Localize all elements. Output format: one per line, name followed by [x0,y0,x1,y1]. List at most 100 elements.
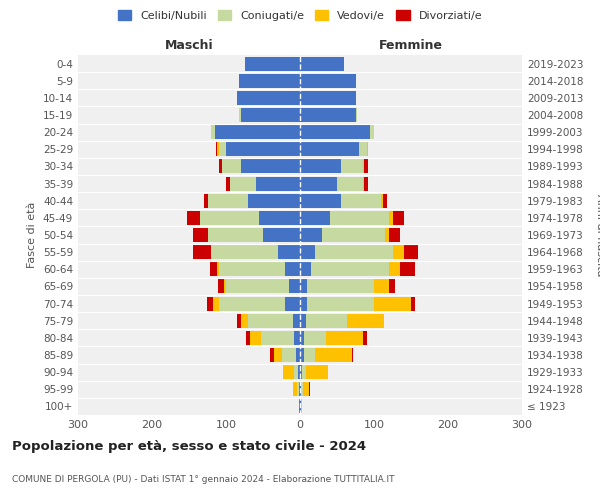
Bar [300,211,329,225]
Bar [237,91,300,105]
Bar [352,348,353,362]
Bar [193,245,211,259]
Bar [315,245,392,259]
Bar [382,194,383,207]
Bar [306,314,347,328]
Bar [299,400,300,413]
Text: COMUNE DI PERGOLA (PU) - Dati ISTAT 1° gennaio 2024 - Elaborazione TUTTITALIA.IT: COMUNE DI PERGOLA (PU) - Dati ISTAT 1° g… [12,475,395,484]
Legend: Celibi/Nubili, Coniugati/e, Vedovi/e, Divorziati/e: Celibi/Nubili, Coniugati/e, Vedovi/e, Di… [118,10,482,20]
Bar [304,348,315,362]
Bar [364,160,368,173]
Bar [300,331,304,345]
Bar [237,314,241,328]
Bar [293,382,297,396]
Bar [211,245,278,259]
Bar [341,194,382,207]
Bar [392,211,404,225]
Bar [322,228,385,242]
Bar [300,400,301,413]
Bar [248,194,300,207]
Text: Popolazione per età, sesso e stato civile - 2024: Popolazione per età, sesso e stato civil… [12,440,366,453]
Bar [241,108,300,122]
Bar [218,262,285,276]
Bar [224,280,226,293]
Bar [337,176,363,190]
Bar [300,56,344,70]
Bar [289,280,300,293]
Bar [208,228,263,242]
Bar [259,211,300,225]
Bar [223,160,241,173]
Bar [307,280,374,293]
Bar [204,194,208,207]
Bar [226,176,230,190]
Bar [300,245,315,259]
Bar [385,228,389,242]
Bar [298,365,300,379]
Y-axis label: Fasce di età: Fasce di età [28,202,37,268]
Bar [299,382,300,396]
Bar [300,228,322,242]
Bar [383,194,386,207]
Bar [300,176,337,190]
Bar [300,125,370,139]
Bar [250,331,261,345]
Bar [311,262,389,276]
Bar [263,228,300,242]
Bar [300,280,307,293]
Bar [392,245,404,259]
Bar [300,365,302,379]
Bar [300,262,311,276]
Bar [300,194,341,207]
Bar [389,280,395,293]
Bar [187,211,200,225]
Bar [315,348,352,362]
Bar [217,142,218,156]
Bar [226,142,300,156]
Bar [285,296,300,310]
Bar [301,400,302,413]
Bar [294,365,298,379]
Bar [363,176,364,190]
Bar [389,228,400,242]
Bar [281,348,296,362]
Bar [212,296,218,310]
Y-axis label: Anni di nascita: Anni di nascita [595,194,600,276]
Bar [300,142,359,156]
Bar [297,382,299,396]
Bar [271,348,274,362]
Bar [278,245,300,259]
Bar [306,365,328,379]
Bar [347,314,383,328]
Bar [274,348,281,362]
Bar [293,314,300,328]
Bar [300,160,341,173]
Bar [215,125,300,139]
Bar [215,142,217,156]
Bar [329,211,389,225]
Bar [300,108,356,122]
Bar [389,211,392,225]
Bar [226,280,289,293]
Bar [294,331,300,345]
Bar [217,262,218,276]
Bar [207,296,212,310]
Bar [246,331,250,345]
Text: Maschi: Maschi [164,38,214,52]
Bar [261,331,294,345]
Bar [374,280,389,293]
Bar [230,176,256,190]
Bar [285,262,300,276]
Bar [300,296,307,310]
Bar [301,382,303,396]
Bar [296,348,300,362]
Bar [241,314,248,328]
Bar [193,228,208,242]
Bar [302,365,306,379]
Text: Femmine: Femmine [379,38,443,52]
Bar [241,160,300,173]
Bar [300,382,301,396]
Bar [370,125,374,139]
Bar [200,211,259,225]
Bar [208,194,248,207]
